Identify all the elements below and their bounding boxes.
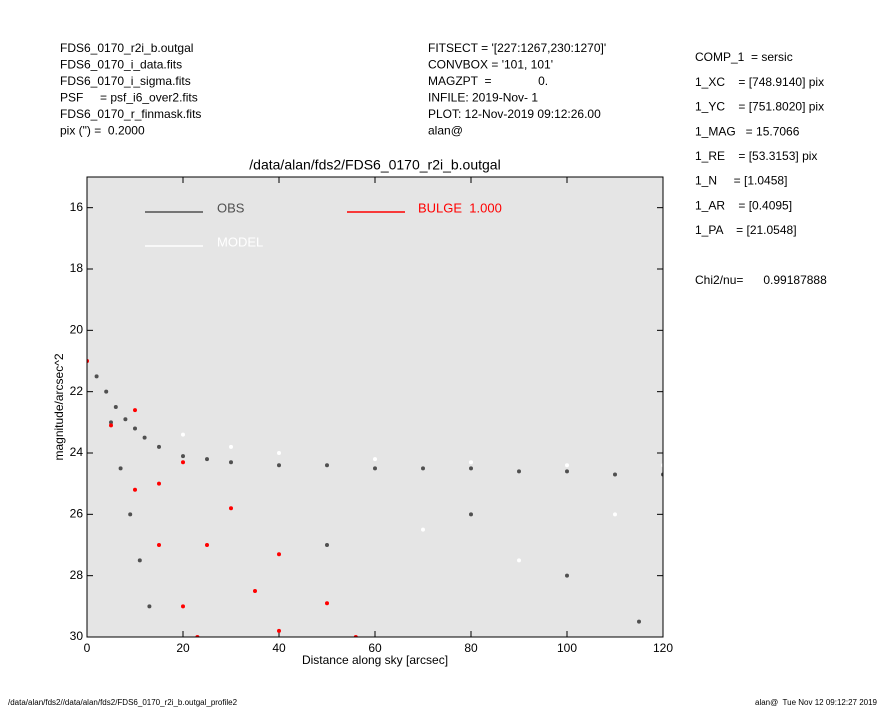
header-center: FITSECT = '[227:1267,230:1270]' bbox=[428, 41, 606, 55]
point bbox=[565, 469, 569, 474]
point bbox=[181, 454, 185, 459]
y-tick-label: 22 bbox=[70, 384, 84, 398]
x-tick-label: 120 bbox=[653, 641, 673, 655]
footer-right: alan@ Tue Nov 12 09:12:27 2019 bbox=[755, 698, 878, 707]
point bbox=[469, 460, 473, 465]
header-right: 1_XC = [748.9140] pix bbox=[695, 75, 824, 89]
header-right: 1_PA = [21.0548] bbox=[695, 223, 797, 237]
point bbox=[229, 506, 233, 511]
point bbox=[565, 573, 569, 578]
y-tick-label: 20 bbox=[70, 323, 84, 337]
point bbox=[277, 451, 281, 455]
point bbox=[181, 460, 185, 465]
x-tick-label: 0 bbox=[84, 641, 91, 655]
point bbox=[613, 472, 617, 477]
point bbox=[517, 469, 521, 474]
x-axis-label: Distance along sky [arcsec] bbox=[302, 653, 448, 667]
plot-area bbox=[87, 177, 663, 637]
header-left: FDS6_0170_r_finmask.fits bbox=[60, 107, 201, 121]
y-tick-label: 16 bbox=[70, 200, 84, 214]
point bbox=[229, 460, 233, 465]
point bbox=[113, 405, 118, 409]
point bbox=[157, 444, 161, 449]
point bbox=[181, 604, 185, 609]
point bbox=[133, 487, 137, 492]
point bbox=[181, 432, 185, 437]
point bbox=[229, 444, 233, 449]
legend-label: BULGE 1.000 bbox=[418, 200, 502, 215]
point bbox=[104, 389, 109, 394]
point bbox=[469, 466, 473, 471]
chi2: Chi2/nu= 0.99187888 bbox=[695, 273, 827, 287]
x-tick-label: 100 bbox=[557, 641, 577, 655]
point bbox=[109, 423, 113, 428]
point bbox=[469, 512, 473, 517]
y-axis-label: magnitude/arcsec^2 bbox=[52, 353, 66, 460]
footer-left: /data/alan/fds2//data/alan/fds2/FDS6_017… bbox=[8, 698, 238, 707]
point bbox=[421, 466, 425, 471]
point bbox=[325, 601, 329, 606]
point bbox=[277, 628, 281, 633]
header-left: pix (") = 0.2000 bbox=[60, 124, 145, 138]
y-tick-label: 30 bbox=[70, 629, 84, 643]
y-tick-label: 24 bbox=[70, 445, 84, 459]
point bbox=[421, 527, 425, 532]
point bbox=[133, 426, 137, 431]
point bbox=[373, 457, 377, 462]
y-tick-label: 18 bbox=[70, 261, 84, 275]
point bbox=[565, 463, 569, 468]
point bbox=[325, 543, 329, 547]
point bbox=[128, 512, 133, 517]
header-right: 1_RE = [53.3153] pix bbox=[695, 149, 817, 163]
plot-frame bbox=[86, 176, 664, 638]
header-right: 1_MAG = 15.7066 bbox=[695, 124, 800, 138]
point bbox=[253, 589, 257, 593]
point bbox=[205, 457, 209, 462]
header-left: PSF = psf_i6_over2.fits bbox=[60, 91, 198, 105]
point bbox=[613, 512, 617, 517]
header-center: INFILE: 2019-Nov- 1 bbox=[428, 91, 538, 105]
header-right: 1_AR = [0.4095] bbox=[695, 198, 792, 212]
point bbox=[94, 374, 99, 379]
header-center: CONVBOX = '101, 101' bbox=[428, 58, 553, 72]
header-left: FDS6_0170_i_sigma.fits bbox=[60, 74, 191, 88]
x-tick-label: 40 bbox=[272, 641, 286, 655]
header-right: 1_YC = [751.8020] pix bbox=[695, 100, 824, 114]
point bbox=[123, 417, 128, 422]
point bbox=[118, 466, 123, 471]
point bbox=[517, 558, 521, 563]
point bbox=[373, 466, 377, 471]
point bbox=[109, 420, 113, 425]
x-tick-label: 60 bbox=[368, 641, 382, 655]
header-center: MAGZPT = 0. bbox=[428, 74, 548, 88]
legend-label: MODEL bbox=[217, 234, 263, 249]
point bbox=[133, 408, 137, 413]
y-tick-label: 28 bbox=[70, 568, 84, 582]
point bbox=[277, 463, 281, 468]
header-center: alan@ bbox=[428, 124, 463, 138]
point bbox=[137, 558, 142, 563]
x-tick-label: 20 bbox=[176, 641, 190, 655]
point bbox=[142, 435, 147, 440]
point bbox=[637, 619, 641, 624]
point bbox=[277, 552, 281, 557]
point bbox=[157, 543, 161, 547]
chart-title: /data/alan/fds2/FDS6_0170_r2i_b.outgal bbox=[249, 157, 500, 173]
header-left: FDS6_0170_r2i_b.outgal bbox=[60, 41, 193, 55]
point bbox=[157, 481, 161, 486]
legend-label: OBS bbox=[217, 200, 245, 215]
x-tick-label: 80 bbox=[464, 641, 478, 655]
point bbox=[325, 463, 329, 468]
header-left: FDS6_0170_i_data.fits bbox=[60, 58, 182, 72]
header-center: PLOT: 12-Nov-2019 09:12:26.00 bbox=[428, 107, 601, 121]
point bbox=[147, 604, 152, 609]
header-right: 1_N = [1.0458] bbox=[695, 174, 787, 188]
y-tick-label: 26 bbox=[70, 507, 84, 521]
header-right: COMP_1 = sersic bbox=[695, 50, 793, 64]
point bbox=[205, 543, 209, 547]
